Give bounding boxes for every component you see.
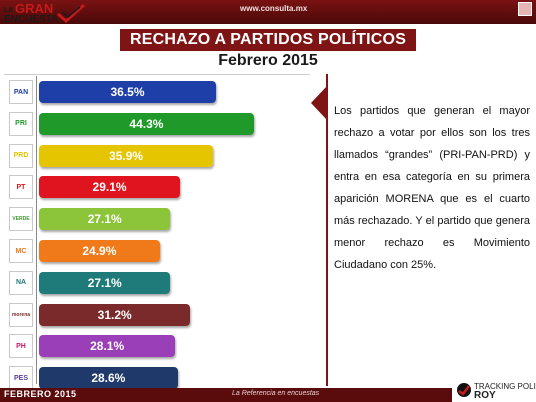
tracking-brand-line2: ROY CAMPOS bbox=[474, 390, 518, 402]
chart-axis-line bbox=[36, 76, 37, 384]
checkmark-icon bbox=[57, 3, 85, 23]
page-subtitle: Febrero 2015 bbox=[218, 52, 318, 69]
title-bar bbox=[120, 29, 416, 51]
page-title: RECHAZO A PARTIDOS POLÍTICOS bbox=[129, 31, 407, 48]
pointer-arrow-icon bbox=[311, 86, 327, 120]
la-gran-encuesta-logo: LA GRAN ENCUESTA bbox=[2, 1, 90, 31]
bar-pes bbox=[39, 367, 178, 390]
bar-value-label: 35.9% bbox=[109, 148, 144, 163]
bar-pri bbox=[39, 112, 254, 135]
party-logo-morena: morena bbox=[9, 302, 33, 327]
logo-line2: GRAN bbox=[15, 1, 54, 16]
bar-humanista bbox=[39, 335, 176, 358]
party-logo-pt: PT bbox=[9, 175, 33, 200]
bar-value-label: 28.1% bbox=[90, 339, 125, 354]
bar-verde bbox=[39, 208, 171, 231]
header-bar bbox=[0, 0, 536, 24]
analysis-text: Los partidos que generan el mayor rechaz… bbox=[334, 105, 530, 271]
website-link[interactable]: www.consulta.mx bbox=[240, 4, 308, 13]
corner-square bbox=[518, 2, 532, 16]
tracking-logo-icon bbox=[457, 383, 471, 397]
bar-nueva-alianza bbox=[39, 271, 171, 294]
analysis-panel-border bbox=[326, 74, 328, 386]
party-logo-movimiento: MC bbox=[9, 239, 33, 263]
bar-prd bbox=[39, 144, 214, 167]
party-logo-verde: VERDE bbox=[9, 207, 33, 232]
bar-value-label: 36.5% bbox=[110, 85, 145, 99]
bar-value-label: 44.3% bbox=[129, 116, 164, 131]
bar-value-label: 27.1% bbox=[87, 275, 122, 290]
tracking-poll-logo: TRACKING POLI ROY CAMPOS bbox=[452, 380, 536, 402]
bar-morena bbox=[39, 303, 191, 326]
bar-value-label: 31.2% bbox=[97, 307, 132, 322]
footer-tagline: La Referencia en encuestas bbox=[232, 390, 320, 397]
party-logo-prd: PRD bbox=[9, 143, 33, 168]
party-logo-pan: PAN bbox=[9, 80, 33, 104]
logo-line3: ENCUESTA bbox=[4, 14, 59, 25]
tracking-brand-line1: TRACKING POLI bbox=[474, 382, 536, 391]
bar-pan bbox=[39, 81, 217, 103]
bar-value-label: 27.1% bbox=[87, 212, 122, 227]
bar-value-label: 29.1% bbox=[92, 180, 127, 195]
party-logo-humanista: PH bbox=[9, 334, 33, 359]
bar-value-label: 24.9% bbox=[82, 244, 117, 258]
bar-pt bbox=[39, 176, 181, 199]
footer-bar bbox=[0, 388, 536, 402]
party-logo-pes: PES bbox=[9, 366, 33, 391]
party-logo-nueva-alianza: NA bbox=[9, 270, 33, 295]
party-logo-pri: PRI bbox=[9, 111, 33, 136]
bar-movimiento bbox=[39, 240, 160, 262]
logo-line1: LA bbox=[4, 7, 14, 14]
footer-date: FEBRERO 2015 bbox=[4, 389, 77, 399]
analysis-panel bbox=[326, 74, 536, 388]
bar-value-label: 28.6% bbox=[91, 371, 126, 386]
